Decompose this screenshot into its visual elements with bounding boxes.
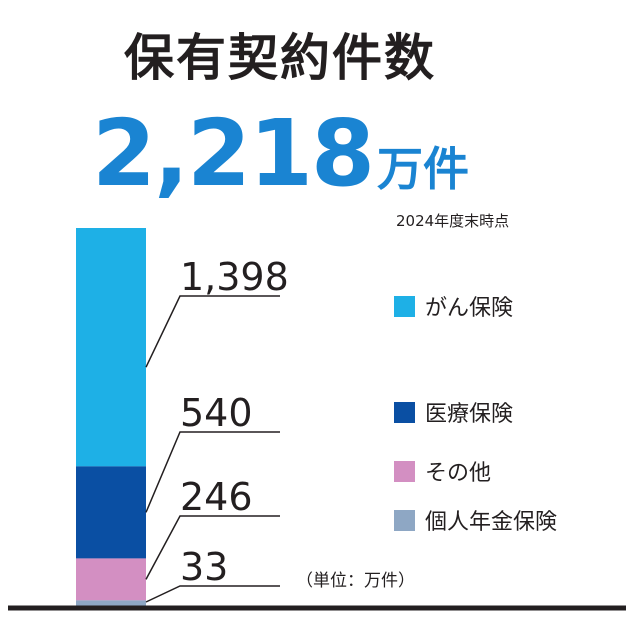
- legend-item-cancer: がん保険: [394, 293, 514, 321]
- leader-line-other: [145, 515, 280, 580]
- legend-item-annuity: 個人年金保険: [394, 507, 558, 535]
- value-label-other: 246: [180, 475, 253, 519]
- bar-segment-medical: [76, 466, 146, 559]
- legend-label-medical: 医療保険: [425, 402, 514, 427]
- legend-swatch-medical: [394, 401, 415, 423]
- bar-segments: [76, 228, 146, 606]
- as-of-date: 2024年度末時点: [396, 212, 510, 230]
- legend-label-cancer: がん保険: [425, 296, 514, 321]
- leader-line-medical: [145, 431, 280, 513]
- chart-title: 保有契約件数: [124, 29, 436, 87]
- leader-lines: [145, 295, 280, 603]
- legend-swatch-other: [394, 460, 415, 482]
- leader-line-annuity: [145, 585, 280, 603]
- unit-note: （単位：万件）: [296, 571, 415, 591]
- legend-label-other: その他: [425, 461, 492, 486]
- legend-swatch-annuity: [394, 509, 415, 531]
- legend-label-annuity: 個人年金保険: [425, 510, 558, 535]
- value-label-medical: 540: [180, 391, 253, 435]
- legend-swatch-cancer: [394, 295, 415, 317]
- value-label-cancer: 1,398: [180, 255, 289, 299]
- total-value: 2,218: [92, 100, 375, 207]
- value-labels: 1,398 540 246 33: [180, 255, 289, 589]
- value-label-annuity: 33: [180, 545, 228, 589]
- legend-item-medical: 医療保険: [394, 399, 514, 427]
- total-contracts: 2,218万件: [92, 100, 469, 207]
- total-unit: 万件: [377, 142, 470, 196]
- leader-line-cancer: [145, 295, 280, 368]
- bar-segment-other: [76, 558, 146, 601]
- bar-segment-annuity: [76, 600, 146, 606]
- bar-segment-cancer: [76, 228, 146, 467]
- legend-item-other: その他: [394, 458, 492, 486]
